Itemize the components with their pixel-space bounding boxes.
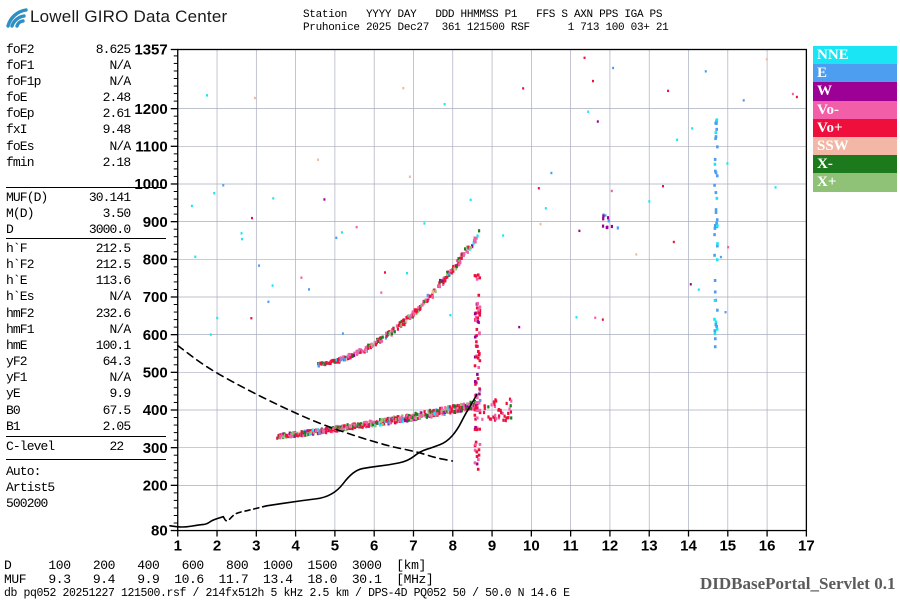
svg-text:300: 300 (143, 440, 168, 457)
svg-text:400: 400 (143, 402, 168, 419)
svg-text:3: 3 (252, 538, 260, 555)
svg-text:900: 900 (143, 214, 168, 231)
svg-text:1200: 1200 (134, 101, 167, 118)
svg-text:1: 1 (174, 538, 182, 555)
svg-text:500: 500 (143, 365, 168, 382)
svg-text:8: 8 (449, 538, 457, 555)
svg-text:1357: 1357 (134, 42, 167, 59)
svg-text:700: 700 (143, 289, 168, 306)
svg-text:12: 12 (602, 538, 619, 555)
svg-text:5: 5 (331, 538, 339, 555)
svg-text:600: 600 (143, 327, 168, 344)
svg-text:80: 80 (151, 523, 168, 540)
svg-text:7: 7 (409, 538, 417, 555)
svg-text:13: 13 (641, 538, 658, 555)
svg-text:17: 17 (798, 538, 815, 555)
svg-text:2: 2 (213, 538, 221, 555)
svg-text:10: 10 (523, 538, 540, 555)
svg-text:14: 14 (680, 538, 697, 555)
svg-text:800: 800 (143, 252, 168, 269)
svg-text:1000: 1000 (134, 176, 167, 193)
svg-text:6: 6 (370, 538, 378, 555)
svg-text:16: 16 (759, 538, 776, 555)
svg-text:1100: 1100 (135, 139, 168, 156)
svg-text:11: 11 (563, 538, 579, 555)
svg-text:4: 4 (291, 538, 300, 555)
svg-text:200: 200 (143, 478, 168, 495)
svg-text:9: 9 (488, 538, 496, 555)
svg-text:15: 15 (719, 538, 736, 555)
